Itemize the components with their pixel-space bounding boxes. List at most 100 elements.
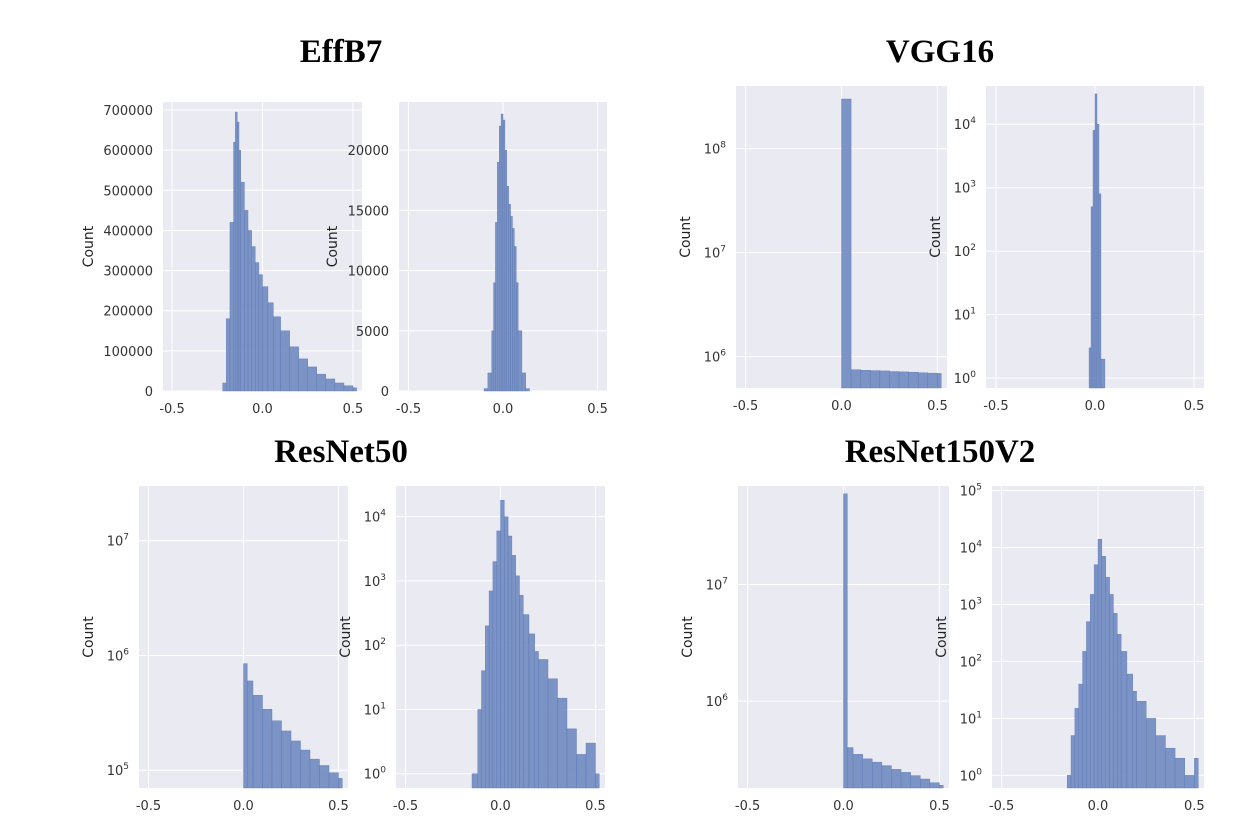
y-tick-label: 0 xyxy=(145,385,153,400)
histogram-bar xyxy=(343,385,354,392)
histogram-bar xyxy=(1092,130,1096,389)
histogram-bar xyxy=(889,371,900,389)
y-tick-label: 106 xyxy=(704,349,727,366)
histogram-bar xyxy=(334,382,345,392)
y-tick-label: 100000 xyxy=(103,345,153,360)
x-tick-label: 0.5 xyxy=(1184,399,1205,414)
histogram-bar xyxy=(262,286,269,392)
histogram-bar xyxy=(927,372,938,389)
histogram-bar xyxy=(247,230,252,392)
histogram-bar xyxy=(1100,358,1106,389)
y-tick-label: 700000 xyxy=(103,104,153,119)
histogram-bar xyxy=(300,749,311,789)
histogram-bar xyxy=(485,625,490,789)
histogram-bar xyxy=(491,330,494,392)
histogram-bar xyxy=(511,555,516,789)
histogram-bar xyxy=(258,274,263,392)
histogram-bar xyxy=(495,222,498,392)
y-tick-label: 102 xyxy=(364,637,386,654)
histogram-bar xyxy=(1194,758,1199,789)
histogram-bar xyxy=(595,773,600,789)
y-axis-label: Count xyxy=(934,616,950,658)
histogram-bar xyxy=(850,369,861,389)
y-tick-label: 5000 xyxy=(356,325,389,340)
histogram-bar xyxy=(547,678,558,789)
vgg16-left-histogram: -0.5 0.0 0.5 106 107 108 Count xyxy=(678,86,948,414)
histogram-bar xyxy=(1098,193,1102,389)
y-axis-label: Count xyxy=(338,616,354,658)
histogram-bar xyxy=(1082,651,1087,789)
histogram-bar xyxy=(843,493,848,789)
histogram-bar xyxy=(566,728,577,789)
histogram-bar xyxy=(1120,651,1128,789)
histogram-bar xyxy=(316,373,327,392)
histogram-bar xyxy=(251,246,256,392)
histogram-bar xyxy=(477,709,482,789)
histogram-bar xyxy=(307,366,317,392)
histogram-bar xyxy=(492,561,497,789)
x-tick-label: 0.5 xyxy=(927,399,948,414)
histogram-bar xyxy=(262,709,273,789)
y-tick-label: 104 xyxy=(364,509,387,526)
histogram-bar xyxy=(910,775,921,789)
histogram-bar xyxy=(281,730,292,789)
histogram-bar xyxy=(1096,124,1100,389)
histogram-bar xyxy=(483,388,489,392)
x-tick-label: 0.0 xyxy=(833,799,854,814)
y-axis-label: Count xyxy=(81,225,97,267)
y-tick-label: 106 xyxy=(107,647,130,664)
histogram-bar xyxy=(515,575,520,789)
histogram-bar xyxy=(502,119,506,392)
resnet150v2-left-histogram: -0.5 0.0 0.5 106 107 Count xyxy=(680,486,950,814)
histogram-bar xyxy=(1126,673,1133,789)
y-tick-label: 101 xyxy=(954,307,976,324)
y-tick-label: 100 xyxy=(954,370,977,387)
x-tick-label: 0.5 xyxy=(1184,799,1205,814)
histogram-bar xyxy=(852,754,863,789)
histogram-bar xyxy=(328,772,339,789)
histogram-bar xyxy=(507,535,513,789)
y-tick-label: 106 xyxy=(706,693,729,710)
histogram-bar xyxy=(1117,634,1122,789)
histogram-bar xyxy=(918,372,929,389)
histogram-bar xyxy=(309,758,320,789)
histogram-bar xyxy=(576,754,587,789)
histogram-bar xyxy=(847,747,854,789)
histogram-bar xyxy=(1093,564,1099,789)
histogram-bar xyxy=(1101,556,1106,789)
y-tick-label: 0 xyxy=(381,385,389,400)
y-tick-label: 107 xyxy=(704,245,726,262)
histogram-bar xyxy=(1090,594,1095,789)
y-tick-label: 100 xyxy=(364,766,387,783)
histogram-bar xyxy=(1066,775,1072,789)
x-tick-label: 0.0 xyxy=(1088,799,1109,814)
x-tick-label: -0.5 xyxy=(733,399,758,414)
histogram-bar xyxy=(1088,347,1092,389)
histogram-bar xyxy=(1090,206,1094,389)
y-tick-label: 102 xyxy=(960,653,982,670)
histogram-bar xyxy=(534,651,539,789)
histogram-bar xyxy=(920,778,931,789)
histogram-bar xyxy=(929,782,940,789)
histogram-bar xyxy=(939,785,944,789)
x-tick-label: -0.5 xyxy=(159,402,184,417)
histogram-bar xyxy=(881,765,892,789)
histogram-bar xyxy=(862,758,873,789)
x-tick-label: 0.5 xyxy=(587,402,608,417)
histogram-bar xyxy=(496,530,501,789)
histogram-bar xyxy=(585,742,596,789)
y-axis-label: Count xyxy=(325,225,341,267)
histogram-bar xyxy=(247,680,254,789)
histogram-bar xyxy=(319,765,330,789)
histogram-bar xyxy=(289,346,299,392)
histogram-bar xyxy=(1074,708,1079,789)
histogram-bar xyxy=(236,121,240,392)
x-tick-label: -0.5 xyxy=(983,399,1008,414)
effb7-left-histogram: -0.5 0.0 0.5 0 100000 200000 300000 400000 50000… xyxy=(81,102,363,417)
histogram-bar xyxy=(244,210,249,392)
histogram-bar xyxy=(898,371,909,389)
resnet50-left-histogram: -0.5 0.0 0.5 105 106 107 Count xyxy=(81,486,349,814)
histogram-bar xyxy=(255,262,260,392)
histogram-bar xyxy=(273,316,281,392)
